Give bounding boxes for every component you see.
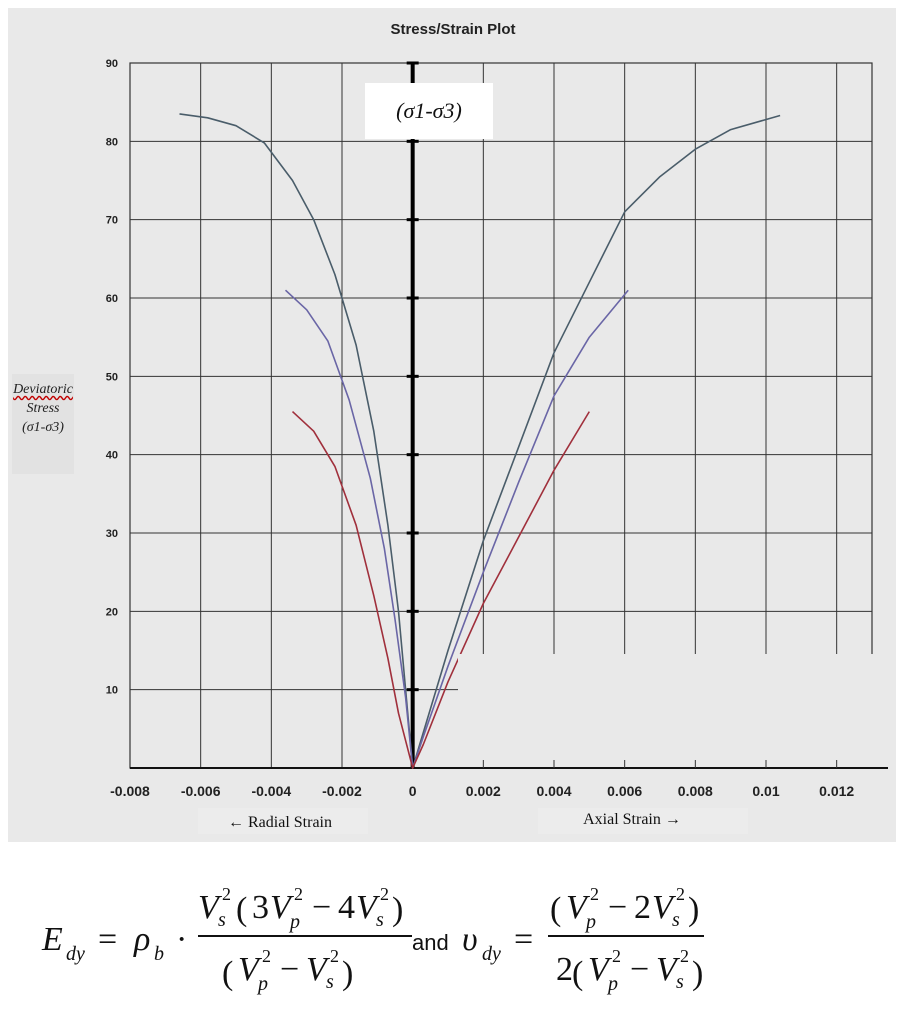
svg-text:): ) (688, 891, 699, 928)
svg-text:): ) (392, 891, 403, 928)
svg-text:2: 2 (294, 884, 303, 904)
x-tick-label: 0.004 (536, 783, 571, 799)
svg-text:s: s (672, 909, 680, 931)
svg-text:2: 2 (612, 946, 621, 966)
x-tick-marks-right (482, 760, 838, 768)
svg-text:(: ( (236, 891, 247, 928)
svg-text:4: 4 (338, 889, 355, 926)
x-tick-label: 0.006 (607, 783, 642, 799)
y-axis-label-line-3: (σ1-σ3) (22, 420, 64, 435)
xlabel-right-bg (538, 808, 748, 834)
x-tick-label: -0.006 (181, 783, 221, 799)
x-tick-labels: -0.008 -0.006 -0.004 -0.002 0 0.002 0.004 0.006… (110, 783, 854, 799)
svg-text:s: s (676, 971, 684, 993)
svg-text:s: s (218, 909, 226, 931)
x-axis-label-radial: ← Radial Strain (228, 814, 332, 831)
y-tick-label: 80 (106, 136, 118, 148)
formula-and: and (412, 930, 449, 955)
x-tick-label: 0 (409, 783, 417, 799)
y-tick-labels: 10 20 30 40 50 60 70 80 90 (106, 58, 118, 697)
x-tick-label: 0.01 (752, 783, 779, 799)
svg-text:2: 2 (634, 889, 651, 926)
svg-text:p: p (584, 911, 596, 933)
series-line-2 (284, 289, 629, 769)
y-tick-label: 40 (106, 450, 118, 462)
y-tick-label: 20 (106, 606, 118, 618)
svg-text:s: s (376, 909, 384, 931)
svg-text:2: 2 (330, 946, 339, 966)
svg-text:2: 2 (262, 946, 271, 966)
y-tick-label: 90 (106, 58, 118, 70)
svg-text:p: p (256, 973, 268, 995)
y-tick-label: 50 (106, 371, 118, 383)
stress-strain-chart: Stress/Strain Plot 10 20 30 40 50 60 70 80 90 -0… (106, 21, 888, 834)
covered-area (458, 654, 878, 767)
svg-text:−: − (280, 951, 299, 988)
svg-text:−: − (630, 951, 649, 988)
y-tick-label: 70 (106, 215, 118, 227)
formula-rho-sub: b (154, 943, 164, 965)
formula-equals-2: = (514, 921, 533, 958)
svg-text:): ) (692, 955, 703, 992)
chart-title: Stress/Strain Plot (390, 21, 515, 38)
y-tick-label: 10 (106, 685, 118, 697)
formula-equals-1: = (98, 921, 117, 958)
x-tick-label: -0.002 (322, 783, 362, 799)
stress-annotation: (σ1-σ3) (396, 98, 462, 123)
y-axis-label-line-2: Stress (26, 401, 60, 416)
svg-text:2: 2 (676, 884, 685, 904)
svg-text:2: 2 (222, 884, 231, 904)
svg-text:−: − (608, 889, 627, 926)
x-tick-label: -0.008 (110, 783, 150, 799)
y-tick-label: 30 (106, 528, 118, 540)
y-tick-label: 60 (106, 293, 118, 305)
svg-text:−: − (312, 889, 331, 926)
chart-grid (129, 62, 873, 769)
svg-text:(: ( (550, 891, 561, 928)
svg-text:p: p (606, 973, 618, 995)
y-axis-label: Deviatoric Stress (σ1-σ3) (12, 374, 74, 474)
x-axis-label-axial: Axial Strain → (583, 811, 681, 828)
formula-nu: υ (462, 921, 478, 958)
svg-text:2: 2 (380, 884, 389, 904)
svg-text:2: 2 (556, 951, 573, 988)
formula-e: E (41, 921, 63, 958)
formula-rho: ρ (133, 921, 150, 958)
formula-e-sub: dy (66, 943, 85, 965)
x-tick-label: 0.002 (466, 783, 501, 799)
svg-text:2: 2 (590, 884, 599, 904)
series-line-3 (291, 411, 590, 769)
xlabel-left-bg (198, 808, 368, 834)
formula-nu-sub: dy (482, 943, 501, 965)
x-tick-label: -0.004 (251, 783, 291, 799)
chart-panel: Stress/Strain Plot 10 20 30 40 50 60 70 80 90 -0… (8, 8, 896, 842)
svg-text:p: p (288, 911, 300, 933)
svg-text:s: s (326, 971, 334, 993)
svg-text:(: ( (572, 955, 583, 992)
svg-text:): ) (342, 955, 353, 992)
svg-text:2: 2 (680, 946, 689, 966)
svg-text:3: 3 (252, 889, 269, 926)
formula-dot: · (176, 921, 187, 958)
x-tick-label: 0.008 (678, 783, 713, 799)
x-tick-label: 0.012 (819, 783, 854, 799)
svg-text:(: ( (222, 955, 233, 992)
y-axis-label-line-1: Deviatoric (13, 382, 73, 397)
chart-series (179, 113, 781, 769)
stress-annotation-box: (σ1-σ3) (365, 83, 493, 139)
